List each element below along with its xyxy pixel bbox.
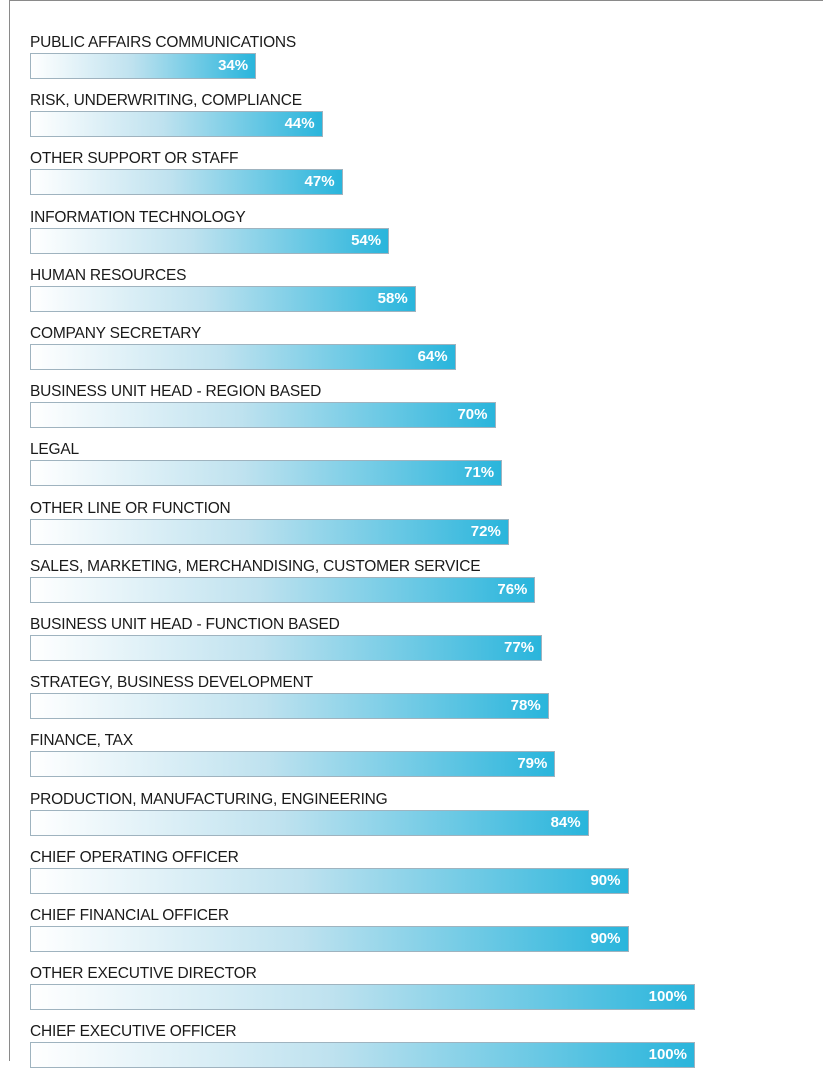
- category-label: CHIEF EXECUTIVE OFFICER: [30, 1023, 237, 1041]
- category-label: OTHER LINE OR FUNCTION: [30, 499, 231, 517]
- category-label: BUSINESS UNIT HEAD - REGION BASED: [30, 383, 322, 401]
- data-label: 72%: [470, 522, 501, 540]
- category-label: STRATEGY, BUSINESS DEVELOPMENT: [30, 674, 313, 692]
- bar: [30, 285, 416, 312]
- bar: [30, 53, 257, 79]
- data-label: 100%: [648, 1046, 687, 1064]
- bar: [30, 635, 543, 661]
- data-label: 78%: [510, 697, 541, 715]
- category-label: PRODUCTION, MANUFACTURING, ENGINEERING: [30, 790, 388, 808]
- category-label: CHIEF OPERATING OFFICER: [30, 848, 239, 866]
- data-label: 34%: [218, 57, 249, 74]
- bar: [30, 926, 629, 952]
- bar: [30, 344, 456, 370]
- chart-frame: [9, 0, 823, 1061]
- category-label: FINANCE, TAX: [30, 732, 133, 750]
- bar: [30, 169, 343, 196]
- category-label: COMPANY SECRETARY: [30, 325, 202, 342]
- bar: [30, 693, 549, 720]
- data-label: 44%: [284, 115, 315, 133]
- data-label: 54%: [351, 231, 382, 249]
- data-label: 71%: [464, 464, 495, 482]
- bar: [30, 518, 509, 545]
- data-label: 90%: [590, 871, 621, 889]
- bar: [30, 751, 556, 778]
- data-label: 79%: [517, 755, 548, 773]
- category-label: OTHER SUPPORT OR STAFF: [30, 150, 239, 168]
- category-label: LEGAL: [30, 441, 79, 459]
- category-label: CHIEF FINANCIAL OFFICER: [30, 907, 229, 924]
- bar: [30, 984, 695, 1011]
- bar: [30, 576, 536, 603]
- bar: [30, 809, 589, 836]
- category-label: BUSINESS UNIT HEAD - FUNCTION BASED: [30, 616, 340, 633]
- data-label: 58%: [377, 289, 408, 307]
- category-label: PUBLIC AFFAIRS COMMUNICATIONS: [30, 34, 297, 51]
- category-label: INFORMATION TECHNOLOGY: [30, 208, 246, 226]
- category-label: OTHER EXECUTIVE DIRECTOR: [30, 965, 257, 983]
- bar: [30, 867, 629, 894]
- category-label: HUMAN RESOURCES: [30, 266, 187, 284]
- data-label: 100%: [648, 988, 687, 1006]
- data-label: 76%: [497, 580, 528, 598]
- data-label: 90%: [590, 930, 621, 947]
- category-label: SALES, MARKETING, MERCHANDISING, CUSTOME…: [30, 557, 481, 575]
- data-label: 84%: [550, 813, 581, 831]
- data-label: 64%: [417, 348, 448, 365]
- bar: [30, 111, 323, 138]
- category-label: RISK, UNDERWRITING, COMPLIANCE: [30, 92, 302, 110]
- bar: [30, 402, 496, 429]
- bar: [30, 227, 390, 254]
- bar: [30, 460, 503, 487]
- data-label: 47%: [304, 173, 335, 191]
- data-label: 70%: [457, 406, 488, 424]
- data-label: 77%: [504, 639, 535, 656]
